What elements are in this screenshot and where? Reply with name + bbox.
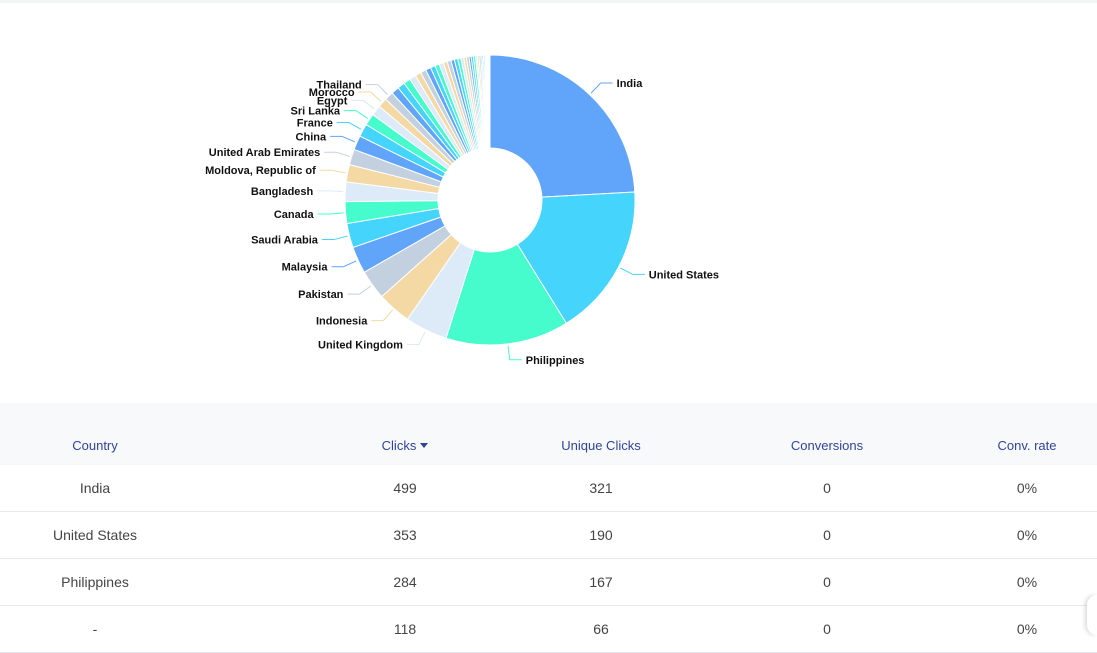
header-country[interactable]: Country: [0, 403, 190, 465]
cell-clicks: 353: [310, 512, 500, 558]
cell-conversions: 0: [732, 512, 922, 558]
label-leader-line: [359, 92, 381, 101]
slice-label-china: China: [296, 131, 327, 143]
label-leader-line: [317, 191, 343, 192]
cell-unique-clicks: 167: [506, 559, 696, 605]
cell-clicks: 118: [310, 606, 500, 652]
cell-conversions: 0: [732, 559, 922, 605]
label-leader-line: [337, 123, 361, 130]
slice-label-france: France: [297, 118, 333, 130]
label-leader-line: [318, 213, 344, 214]
cell-unique-clicks: 66: [506, 606, 696, 652]
header-clicks-label: Clicks: [382, 438, 417, 453]
table-row: - 118 66 0 0%: [0, 606, 1097, 653]
cell-country: United States: [0, 512, 190, 558]
label-leader-line: [591, 83, 613, 93]
label-leader-line: [320, 170, 346, 173]
label-leader-line: [331, 261, 356, 267]
table-row: Philippines 284 167 0 0%: [0, 559, 1097, 606]
slice-label-united-states: United States: [649, 269, 719, 281]
slice-label-bangladesh: Bangladesh: [251, 186, 314, 198]
slice-label-moldova-republic-of: Moldova, Republic of: [205, 165, 316, 177]
label-leader-line: [366, 85, 388, 95]
header-clicks[interactable]: Clicks: [310, 403, 500, 465]
slice-label-saudi-arabia: Saudi Arabia: [251, 235, 319, 247]
label-leader-line: [620, 268, 644, 274]
slice-label-india: India: [617, 78, 644, 90]
table-row: United States 353 190 0 0%: [0, 512, 1097, 559]
cell-country: Philippines: [0, 559, 190, 605]
table-row: India 499 321 0 0%: [0, 465, 1097, 512]
slice-label-philippines: Philippines: [526, 355, 585, 367]
slice-label-canada: Canada: [274, 209, 315, 221]
label-leader-line: [347, 286, 370, 294]
country-donut-chart: India United States Philippines United King…: [0, 3, 1097, 403]
sort-desc-icon: [420, 443, 428, 448]
cell-unique-clicks: 190: [506, 512, 696, 558]
country-stats-table: Country Clicks Unique Clicks Conversions…: [0, 403, 1097, 653]
slice-label-indonesia: Indonesia: [316, 316, 368, 328]
header-unique-clicks[interactable]: Unique Clicks: [506, 403, 696, 465]
cell-conv-rate: 0%: [932, 559, 1097, 605]
cell-conversions: 0: [732, 465, 922, 511]
slice-label-united-kingdom: United Kingdom: [318, 339, 403, 351]
label-leader-line: [322, 236, 348, 239]
cell-country: -: [0, 606, 190, 652]
cell-country: India: [0, 465, 190, 511]
label-leader-line: [508, 346, 522, 360]
donut-chart-svg: India United States Philippines United King…: [0, 3, 1097, 403]
header-conv-rate[interactable]: Conv. rate: [932, 403, 1097, 465]
cell-conv-rate: 0%: [932, 606, 1097, 652]
label-leader-line: [407, 332, 425, 345]
table-header: Country Clicks Unique Clicks Conversions…: [0, 403, 1097, 465]
label-leader-line: [330, 136, 355, 142]
cell-unique-clicks: 321: [506, 465, 696, 511]
label-leader-line: [324, 152, 349, 156]
label-leader-line: [351, 101, 374, 110]
slice-india[interactable]: [490, 55, 635, 197]
slice-label-pakistan: Pakistan: [298, 289, 344, 301]
cell-conv-rate: 0%: [932, 465, 1097, 511]
cell-clicks: 499: [310, 465, 500, 511]
cell-conversions: 0: [732, 606, 922, 652]
cell-conv-rate: 0%: [932, 512, 1097, 558]
header-conversions[interactable]: Conversions: [732, 403, 922, 465]
slice-label-united-arab-emirates: United Arab Emirates: [209, 147, 320, 159]
label-leader-line: [344, 111, 368, 119]
label-leader-line: [371, 310, 392, 320]
cell-clicks: 284: [310, 559, 500, 605]
scroll-edge-handle[interactable]: [1087, 595, 1097, 635]
slice-label-malaysia: Malaysia: [282, 262, 329, 274]
slice-label-thailand: Thailand: [317, 80, 362, 92]
